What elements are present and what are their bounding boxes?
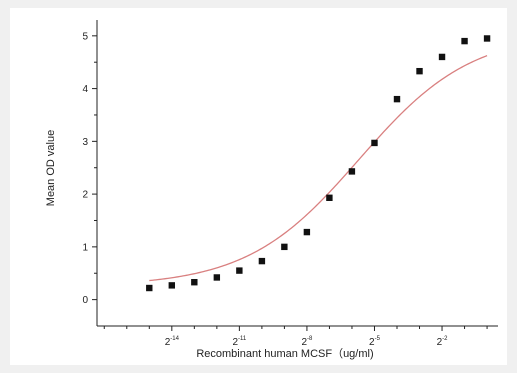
data-point bbox=[191, 279, 198, 286]
data-point bbox=[461, 37, 468, 45]
y-tick-label: 4 bbox=[82, 84, 88, 95]
y-tick-label: 5 bbox=[82, 31, 88, 42]
x-tick-label: 2-2 bbox=[437, 336, 449, 348]
x-axis-title: Recombinant human MCSF（ug/ml) bbox=[196, 347, 373, 360]
data-point bbox=[326, 194, 333, 201]
x-tick-label: 2-5 bbox=[369, 336, 381, 348]
data-points bbox=[146, 35, 491, 292]
data-point bbox=[146, 284, 153, 292]
data-point bbox=[371, 139, 378, 147]
y-tick-label: 1 bbox=[82, 242, 88, 253]
data-point bbox=[258, 257, 266, 265]
data-point bbox=[393, 95, 401, 103]
y-tick-label: 3 bbox=[82, 137, 88, 148]
data-point bbox=[281, 243, 288, 251]
data-point bbox=[416, 67, 423, 75]
chart-frame: 0 1 2 3 4 5 2-14 2-11 2-8 2-5 2-2 Mean OD value Re… bbox=[10, 8, 507, 365]
y-tick-label: 0 bbox=[82, 295, 88, 306]
data-point bbox=[236, 267, 243, 274]
axes bbox=[96, 20, 498, 327]
data-point bbox=[438, 53, 446, 61]
data-point bbox=[348, 168, 356, 175]
x-tick-label: 2-11 bbox=[232, 336, 246, 348]
x-tick-label: 2-8 bbox=[301, 336, 313, 348]
dose-response-chart: 0 1 2 3 4 5 2-14 2-11 2-8 2-5 2-2 Mean OD value Re… bbox=[45, 20, 498, 360]
data-point bbox=[483, 35, 491, 42]
data-point bbox=[213, 274, 221, 281]
data-point bbox=[303, 228, 311, 236]
fit-curve bbox=[149, 55, 488, 282]
x-tick-label: 2-14 bbox=[165, 336, 180, 348]
y-axis-title: Mean OD value bbox=[45, 130, 57, 206]
y-tick-label: 2 bbox=[82, 190, 88, 201]
ticks: 0 1 2 3 4 5 2-14 2-11 2-8 2-5 2-2 bbox=[82, 31, 488, 348]
data-point bbox=[168, 282, 176, 289]
